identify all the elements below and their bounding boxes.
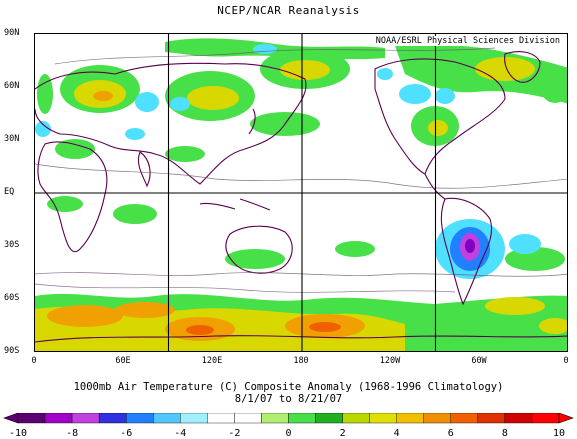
colorbar-swatch bbox=[342, 413, 370, 424]
colorbar-arrow-high bbox=[558, 413, 574, 424]
chart-title: NCEP/NCAR Reanalysis bbox=[217, 4, 360, 17]
colorbar-swatch bbox=[180, 413, 208, 424]
lat-label-90s: 90S bbox=[4, 346, 20, 356]
colorbar-swatch bbox=[369, 413, 397, 424]
colorbar-swatch bbox=[234, 413, 262, 424]
colorbar: -10 -8 -6 -4 -2 0 2 4 6 8 10 bbox=[3, 413, 574, 439]
lon-label-180: 180 bbox=[293, 356, 309, 366]
colorbar-tick-label: 8 bbox=[502, 428, 508, 439]
colorbar-swatch bbox=[17, 413, 46, 424]
colorbar-swatch bbox=[477, 413, 506, 424]
colorbar-tick-label: -8 bbox=[66, 428, 78, 439]
colorbar-swatch bbox=[261, 413, 289, 424]
lat-label-60s: 60S bbox=[4, 293, 20, 303]
colorbar-swatch bbox=[315, 413, 343, 424]
anomaly-map: NOAA/ESRL Physical Sciences Division bbox=[34, 33, 568, 352]
lon-label-60w: 60W bbox=[471, 356, 487, 366]
colorbar-swatch bbox=[207, 413, 235, 424]
lon-label-120e: 120E bbox=[201, 356, 223, 366]
lon-label-0: 0 bbox=[31, 356, 37, 366]
colorbar-swatch bbox=[153, 413, 181, 424]
colorbar-tick-label: 4 bbox=[394, 428, 400, 439]
colorbar-tick-label: 10 bbox=[553, 428, 565, 439]
lon-label-60e: 60E bbox=[115, 356, 131, 366]
colorbar-swatch bbox=[44, 413, 73, 424]
colorbar-tick-label: -10 bbox=[9, 428, 27, 439]
lat-label-30n: 30N bbox=[4, 134, 20, 144]
colorbar-tick-label: -4 bbox=[174, 428, 186, 439]
colorbar-swatch bbox=[396, 413, 424, 424]
colorbar-swatch bbox=[98, 413, 127, 424]
lon-label-0-end: 0 bbox=[563, 356, 569, 366]
caption-variable: 1000mb Air Temperature (C) Composite Ano… bbox=[73, 381, 504, 393]
map-canvas bbox=[35, 34, 567, 351]
graticule bbox=[35, 34, 567, 351]
colorbar-swatch bbox=[71, 413, 100, 424]
caption-dates: 8/1/07 to 8/21/07 bbox=[234, 393, 343, 405]
contour-lines bbox=[35, 47, 567, 293]
colorbar-tick-label: 0 bbox=[285, 428, 291, 439]
colorbar-tick-label: 2 bbox=[340, 428, 346, 439]
colorbar-swatch bbox=[504, 413, 533, 424]
colorbar-swatch bbox=[288, 413, 316, 424]
lat-label-60n: 60N bbox=[4, 81, 20, 91]
lon-label-120w: 120W bbox=[379, 356, 401, 366]
colorbar-swatch bbox=[125, 413, 154, 424]
colorbar-arrow-low bbox=[3, 413, 19, 424]
colorbar-swatch bbox=[450, 413, 479, 424]
lat-label-90n: 90N bbox=[4, 28, 20, 38]
colorbar-swatch bbox=[423, 413, 451, 424]
colorbar-tick-label: -6 bbox=[120, 428, 132, 439]
colorbar-tick-label: -2 bbox=[228, 428, 240, 439]
lat-label-eq: EQ bbox=[4, 187, 15, 197]
lat-label-30s: 30S bbox=[4, 240, 20, 250]
colorbar-tick-label: 6 bbox=[448, 428, 454, 439]
colorbar-swatch bbox=[531, 413, 560, 424]
credit-label: NOAA/ESRL Physical Sciences Division bbox=[373, 36, 562, 46]
